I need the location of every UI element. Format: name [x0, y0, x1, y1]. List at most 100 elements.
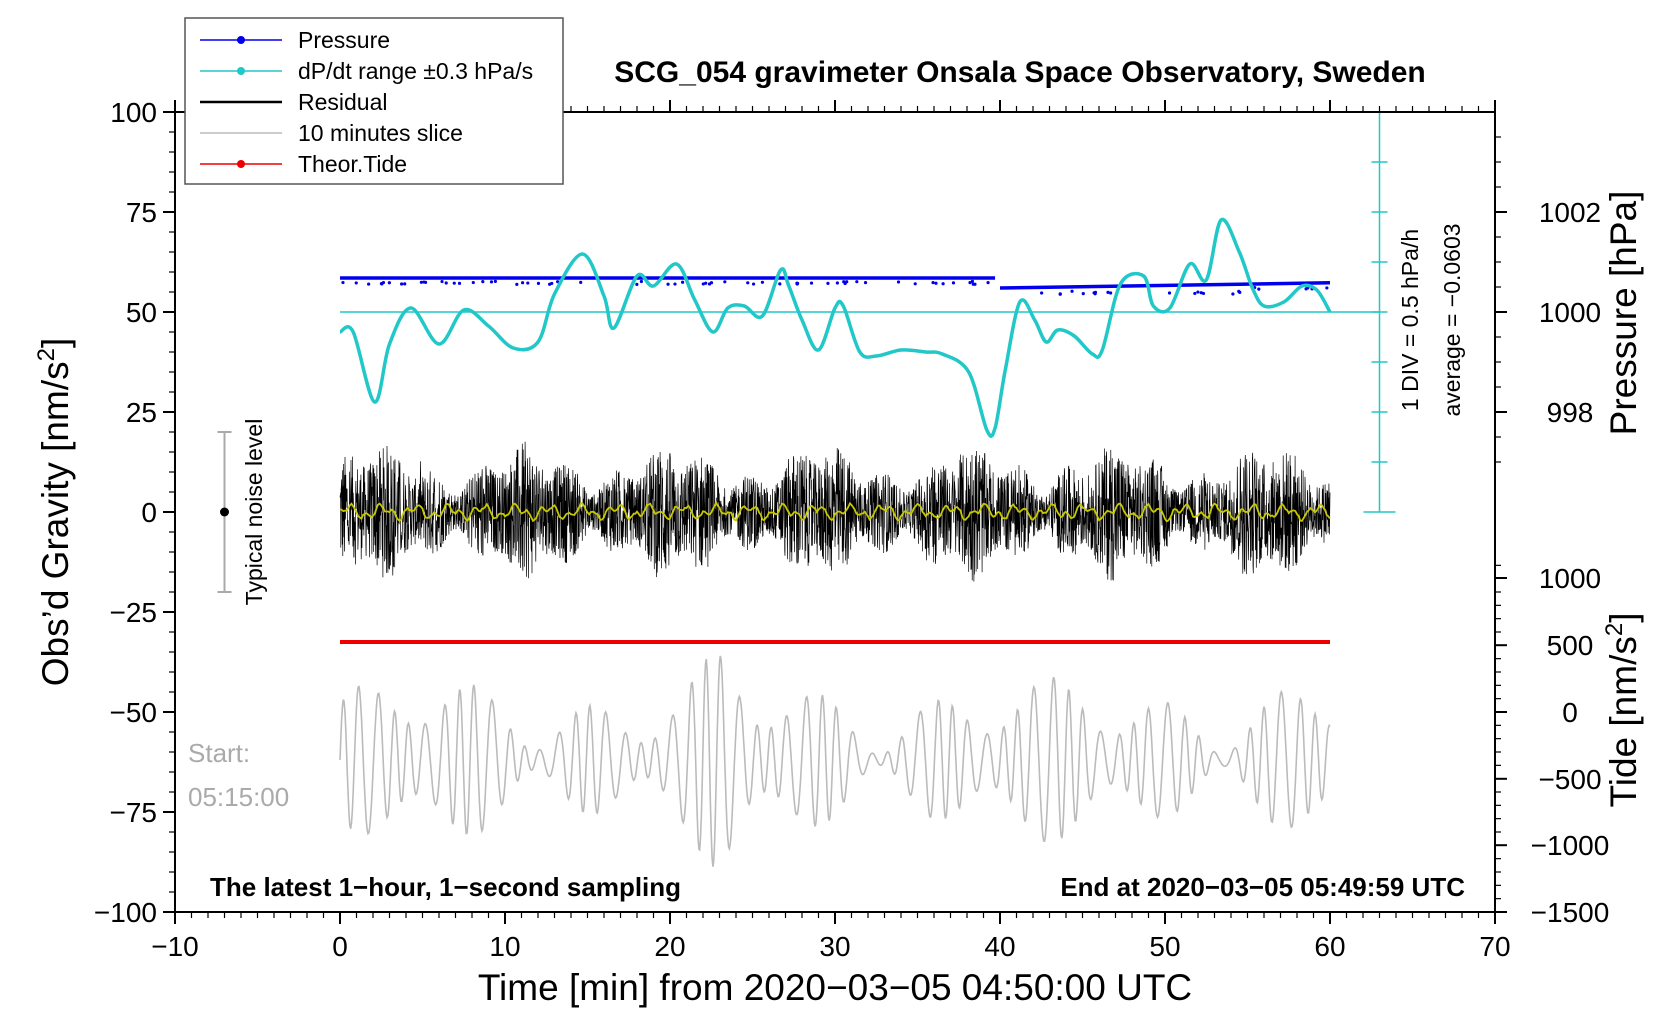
pressure-point [941, 282, 945, 286]
pressure-point [968, 281, 972, 285]
x-tick-label: 20 [654, 931, 685, 962]
tide-axis-label: Tide [nm/s2] [1601, 613, 1644, 808]
pressure-point [723, 280, 727, 284]
dpdt-line [339, 217, 1332, 438]
legend: Pressure dP/dt range ±0.3 hPa/s Residual 10… [184, 17, 564, 185]
pressure-point [354, 281, 358, 285]
tide-axis-label-sup: 2 [1601, 623, 1628, 636]
pressure-point [673, 282, 677, 286]
series-layer [339, 217, 1332, 867]
dpdt-scale-div-label: 1 DIV = 0.5 hPa/h [1397, 229, 1423, 411]
x-tick-label: 30 [819, 931, 850, 962]
pressure-point [493, 279, 497, 283]
pressure-point [444, 281, 448, 285]
pressure-point [1193, 291, 1197, 296]
typical-noise-label: Typical noise level [241, 419, 267, 606]
tide-tick-label: −1000 [1531, 830, 1610, 861]
pressure-point [707, 282, 712, 286]
pressure-point [863, 281, 868, 285]
pressure-point [423, 280, 428, 284]
footer-left: The latest 1−hour, 1−second sampling [210, 872, 681, 902]
pressure-point [387, 281, 391, 285]
tide-tick-label: 0 [1562, 697, 1578, 728]
slice-start-label: Start: [188, 738, 250, 768]
pressure-point [515, 282, 519, 286]
pressure-point [489, 280, 494, 284]
pressure-point [520, 281, 525, 285]
pressure-point [400, 282, 404, 286]
pressure-line [999, 281, 1331, 290]
pressure-point [457, 281, 462, 285]
pressure-point [639, 279, 643, 284]
noise-level-center-dot [220, 507, 229, 517]
pressure-tick-label: 1002 [1539, 197, 1601, 228]
x-axis-label: Time [min] from 2020−03−05 04:50:00 UTC [478, 967, 1192, 1008]
pressure-point [1167, 291, 1172, 295]
pressure-point [1081, 292, 1085, 296]
pressure-point [666, 282, 670, 286]
pressure-point [481, 280, 485, 284]
pressure-point [951, 281, 956, 285]
pressure-point [635, 282, 639, 286]
pressure-point [536, 281, 541, 285]
y-tick-label: −25 [110, 597, 158, 628]
pressure-tick-label: 998 [1547, 397, 1594, 428]
pressure-point [380, 282, 384, 286]
y-axis-label-main: Obs’d Gravity [nm/s [35, 361, 76, 686]
pressure-point [1231, 292, 1235, 296]
pressure-point [403, 282, 407, 286]
pressure-point [778, 282, 782, 286]
chart-title: SCG_054 gravimeter Onsala Space Observat… [614, 56, 1426, 89]
pressure-point [1109, 291, 1113, 295]
y-tick-label: 50 [126, 297, 157, 328]
ten-minute-slice-line [339, 655, 1331, 867]
pressure-point [1070, 289, 1074, 293]
legend-swatch-marker [237, 67, 245, 75]
x-tick-label: 40 [984, 931, 1015, 962]
pressure-point [579, 280, 583, 284]
legend-entry-label: Theor.Tide [298, 151, 407, 177]
pressure-point [681, 280, 685, 284]
pressure-point [452, 281, 456, 285]
pressure-axis-label: Pressure [hPa] [1603, 191, 1644, 436]
pressure-point [931, 280, 935, 285]
pressure-point [419, 280, 423, 284]
legend-swatch-marker [237, 36, 245, 44]
pressure-point [795, 281, 800, 285]
tide-tick-label: 1000 [1539, 563, 1601, 594]
y-tick-label: 25 [126, 397, 157, 428]
pressure-point [970, 279, 975, 283]
pressure-point [1201, 291, 1206, 296]
legend-entry-label: Residual [298, 89, 388, 115]
x-tick-label: 0 [332, 931, 348, 962]
pressure-point [746, 281, 750, 285]
tide-axis-label-end: ] [1603, 613, 1644, 623]
pressure-point [973, 282, 977, 286]
tide-tick-label: −500 [1538, 764, 1601, 795]
legend-entry-label: dP/dt range ±0.3 hPa/s [298, 58, 533, 84]
pressure-point [701, 282, 705, 286]
pressure-point [471, 280, 475, 285]
pressure-point [1257, 287, 1261, 291]
pressure-point [986, 281, 990, 285]
y-tick-label: 75 [126, 197, 157, 228]
legend-entry-label: 10 minutes slice [298, 120, 463, 146]
y-axis-label: Obs’d Gravity [nm/s2] [33, 338, 76, 687]
pressure-point [440, 279, 444, 284]
pressure-tick-label: 1000 [1539, 297, 1601, 328]
reference-lines [217, 111, 1396, 593]
pressure-point [751, 282, 756, 286]
pressure-point [842, 280, 846, 284]
y-tick-label: −50 [110, 697, 158, 728]
y-tick-label: −75 [110, 797, 158, 828]
pressure-point [1325, 286, 1329, 290]
pressure-point [826, 281, 830, 286]
y-tick-label: 100 [110, 97, 157, 128]
pressure-point [1196, 290, 1200, 294]
pressure-point [341, 280, 345, 285]
pressure-point [1238, 290, 1242, 295]
residual-smoothed-line [339, 500, 1331, 523]
pressure-point [1040, 291, 1044, 295]
y-tick-label: −100 [94, 897, 157, 928]
